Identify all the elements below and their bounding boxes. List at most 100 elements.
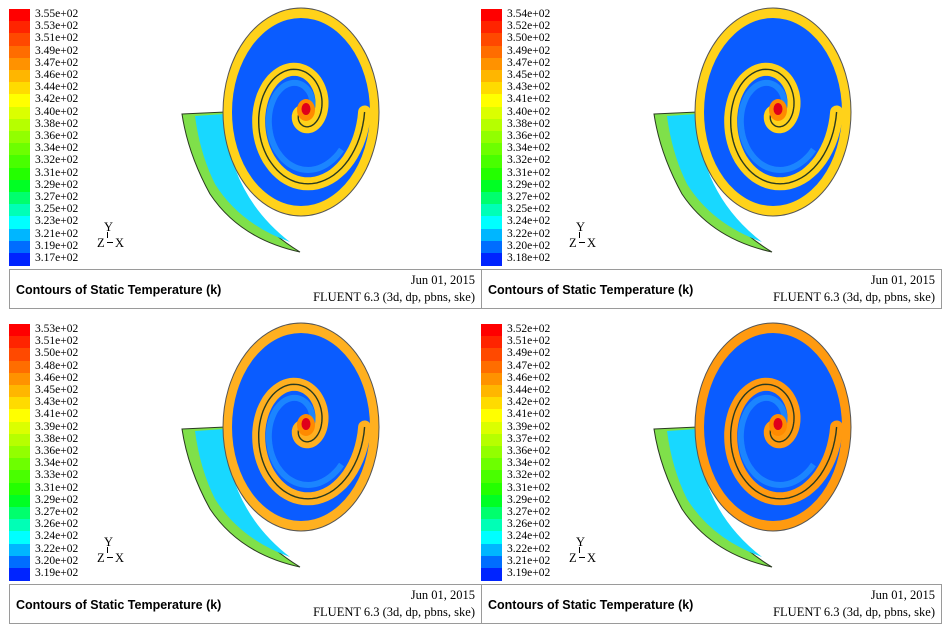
colorbar-tick-label: 3.46e+02: [35, 371, 79, 384]
colorbar-tick-label: 3.41e+02: [507, 93, 551, 106]
caption-date: Jun 01, 2015: [870, 588, 935, 602]
colorbar-tick-label: 3.47e+02: [507, 56, 551, 69]
spiral-wall: [258, 383, 366, 500]
caption-title: Contours of Static Temperature (k): [488, 598, 694, 612]
colorbar-tick-label: 3.41e+02: [507, 408, 551, 421]
colorbar-swatch: [9, 555, 30, 569]
spiral-wall: [730, 68, 838, 185]
colorbar-swatch: [481, 409, 502, 423]
colorbar-swatch: [481, 45, 502, 59]
colorbar-swatch: [9, 543, 30, 557]
axis-y-label: Y: [576, 220, 586, 234]
axis-x-label: X: [587, 551, 597, 565]
colorbar-tick-label: 3.49e+02: [507, 347, 551, 360]
colorbar-swatch: [481, 543, 502, 557]
colorbar-tick-label: 3.36e+02: [507, 130, 551, 142]
colorbar-swatch: [481, 324, 502, 337]
spiral-wall: [258, 68, 366, 185]
contour-panel: 3.54e+02 3.52e+02 3.50e+02 3.49e+02 3.47e+02…: [472, 0, 942, 315]
colorbar-swatch: [481, 204, 502, 217]
colorbar-tick-label: 3.49e+02: [35, 44, 79, 57]
colorbar-tick-label: 3.24e+02: [507, 530, 551, 543]
colorbar-swatch: [481, 70, 502, 83]
outlet-cool-band: [195, 429, 290, 557]
colorbar-swatch: [481, 385, 502, 398]
axis-z-label: Z: [97, 236, 105, 250]
axis-x-label: X: [115, 551, 125, 565]
hot-core: [301, 103, 311, 115]
caption-box: Contours of Static Temperature (k) Jun 01…: [9, 269, 482, 309]
colorbar-swatch: [481, 433, 502, 447]
colorbar-swatch: [9, 397, 30, 410]
colorbar-tick-label: 3.52e+02: [507, 323, 551, 335]
colorbar-tick-label: 3.27e+02: [507, 506, 551, 518]
colorbar-swatch: [481, 216, 502, 230]
colorbar-tick-label: 3.25e+02: [35, 203, 79, 216]
colorbar-tick-label: 3.22e+02: [35, 542, 79, 555]
colorbar-swatch: [9, 446, 30, 459]
outlet-cool-band: [667, 429, 762, 557]
colorbar-swatch: [9, 507, 30, 520]
colorbar-swatch: [9, 409, 30, 423]
colorbar-tick-label: 3.27e+02: [35, 506, 79, 518]
colorbar-tick-label: 3.22e+02: [507, 542, 551, 555]
colorbar-swatch: [481, 9, 502, 22]
colorbar-tick-label: 3.17e+02: [35, 252, 79, 264]
colorbar-tick-label: 3.31e+02: [35, 166, 79, 179]
colorbar-tick-label: 3.18e+02: [507, 252, 551, 264]
spiral-wall: [730, 383, 838, 500]
colorbar-tick-label: 3.39e+02: [35, 420, 79, 433]
colorbar-tick-label: 3.46e+02: [35, 69, 79, 81]
colorbar-tick-label: 3.21e+02: [35, 227, 79, 240]
colorbar-tick-label: 3.49e+02: [507, 44, 551, 57]
caption-title: Contours of Static Temperature (k): [488, 283, 694, 297]
colorbar-tick-label: 3.38e+02: [507, 117, 551, 130]
colorbar-swatch: [9, 106, 30, 120]
colorbar-swatch: [481, 446, 502, 459]
colorbar-swatch: [9, 360, 30, 374]
colorbar-swatch: [481, 33, 502, 47]
colorbar-swatch: [9, 336, 30, 349]
axis-x-line: [107, 557, 113, 558]
axis-x-label: X: [115, 236, 125, 250]
colorbar-tick-label: 3.46e+02: [507, 371, 551, 384]
colorbar-tick-label: 3.55e+02: [35, 8, 79, 20]
caption-solver: FLUENT 6.3 (3d, dp, pbns, ske): [773, 605, 935, 619]
colorbar-swatch: [9, 94, 30, 108]
colorbar-tick-label: 3.38e+02: [35, 432, 79, 445]
colorbar-tick-label: 3.32e+02: [35, 154, 79, 167]
colorbar-swatch: [9, 82, 30, 95]
outlet-cool-band: [195, 114, 290, 242]
hot-core: [301, 418, 311, 430]
colorbar-tick-label: 3.37e+02: [507, 432, 551, 445]
colorbar-swatch: [9, 143, 30, 156]
colorbar-swatch: [481, 470, 502, 484]
colorbar-swatch: [9, 216, 30, 230]
colorbar-tick-label: 3.47e+02: [35, 56, 79, 69]
contour-panel: 3.53e+02 3.51e+02 3.50e+02 3.48e+02 3.46e+02…: [0, 315, 482, 630]
colorbar-swatch: [9, 458, 30, 471]
colorbar-tick-label: 3.27e+02: [35, 191, 79, 203]
colorbar-tick-label: 3.45e+02: [35, 384, 79, 396]
colorbar-tick-label: 3.47e+02: [507, 359, 551, 372]
colorbar-tick-label: 3.38e+02: [35, 117, 79, 130]
colorbar-tick-label: 3.22e+02: [507, 227, 551, 240]
caption-date: Jun 01, 2015: [410, 273, 475, 287]
colorbar-swatch: [481, 348, 502, 362]
colorbar-tick-label: 3.54e+02: [507, 8, 551, 20]
contour-plot: [653, 322, 852, 568]
colorbar-swatch: [481, 179, 502, 193]
colorbar-swatch: [481, 253, 502, 266]
axis-y-label: Y: [104, 220, 114, 234]
colorbar-tick-label: 3.51e+02: [35, 335, 79, 348]
colorbar-tick-label: 3.31e+02: [507, 481, 551, 494]
axis-y-line: [579, 232, 580, 238]
colorbar-tick-label: 3.20e+02: [35, 554, 79, 567]
colorbar-swatch: [9, 568, 30, 581]
colorbar-swatch: [481, 482, 502, 496]
caption-box: Contours of Static Temperature (k) Jun 01…: [481, 269, 942, 309]
caption-date: Jun 01, 2015: [410, 588, 475, 602]
axis-x-label: X: [587, 236, 597, 250]
colorbar-tick-label: 3.40e+02: [35, 105, 79, 118]
contour-plot: [181, 322, 380, 568]
